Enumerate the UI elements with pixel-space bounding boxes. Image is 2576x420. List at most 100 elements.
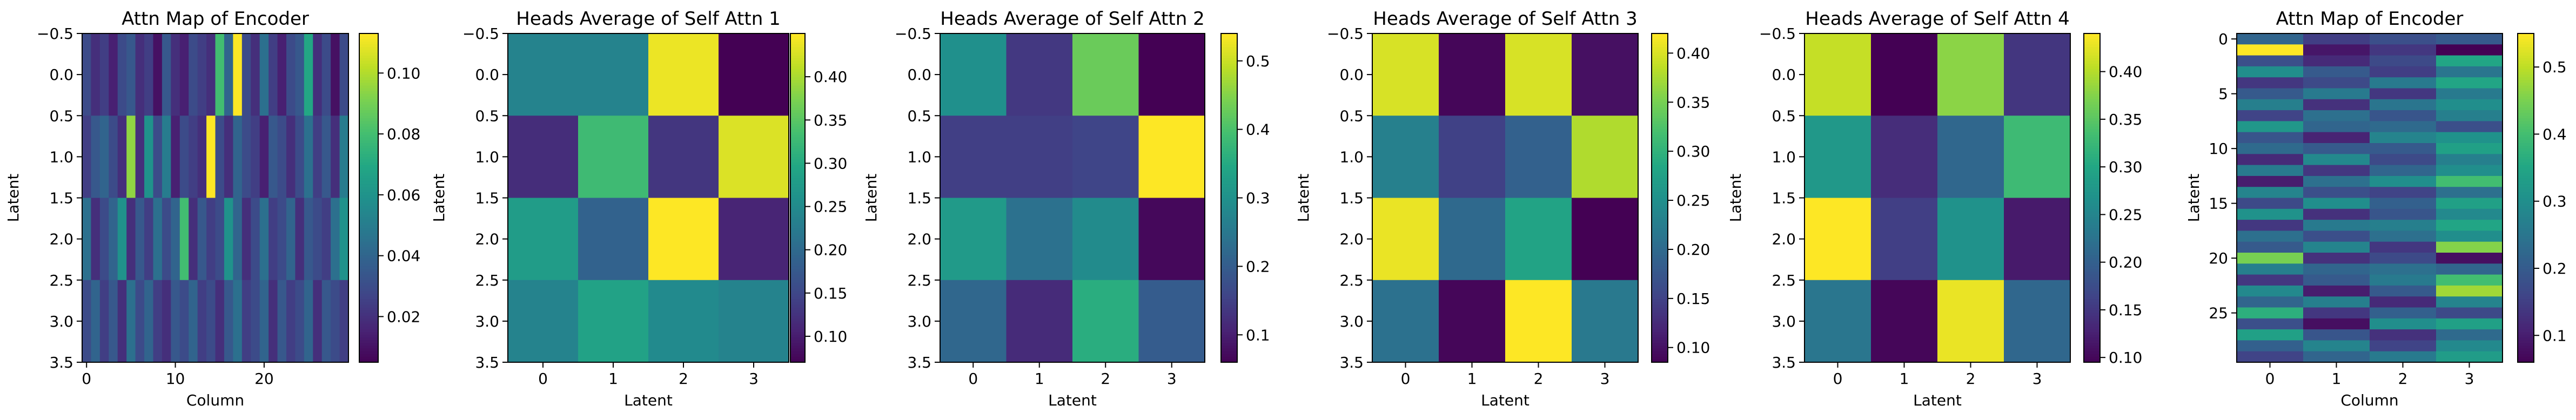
heatmap-cell [1505,33,1572,116]
heatmap-cell [313,280,323,363]
colorbar-segment [2518,266,2534,270]
colorbar-segment [1221,208,1237,212]
colorbar-segment [359,96,378,100]
colorbar-tick-label: 0.10 [387,64,420,82]
colorbar-segment [790,211,805,215]
colorbar-tick-label: 0.5 [1246,52,1270,70]
colorbar-segment [2084,327,2100,330]
colorbar-tick-label: 0.15 [1676,290,1710,308]
y-tick-label: 3.0 [1772,313,1796,330]
colorbar-segment [1652,310,1668,314]
colorbar-segment [790,351,805,355]
colorbar-segment [1652,137,1668,141]
heatmap-cell [1937,280,2004,363]
colorbar-segment [2084,116,2100,119]
colorbar-segment [1652,269,1668,273]
colorbar-segment [1221,296,1237,300]
heatmap-cell [578,280,649,363]
colorbar-segment [1221,222,1237,226]
colorbar-segment [2518,354,2534,357]
heatmap-cell [2436,55,2503,67]
colorbar-segment [2518,233,2534,237]
heatmap-cell [179,280,189,363]
heatmap-cell [2237,110,2304,121]
heatmap-cell [162,280,171,363]
colorbar-segment [1221,332,1237,336]
heatmap-cell [224,116,233,199]
colorbar-segment [2084,253,2100,256]
heatmap-cell [2237,165,2304,177]
heatmap-cell [339,280,349,363]
x-tick-label: 1 [2332,370,2342,388]
colorbar-segment [359,354,378,357]
colorbar-segment [359,116,378,119]
colorbar-segment [359,50,378,53]
colorbar-segment [1652,66,1668,70]
colorbar-segment [2084,60,2100,64]
y-tick-label: 10 [2209,140,2228,158]
y-tick-label: 0.5 [1772,107,1796,125]
colorbar-segment [359,91,378,94]
colorbar-segment [1652,249,1668,253]
colorbar-segment [2084,266,2100,270]
colorbar-segment [2518,134,2534,138]
colorbar-segment [790,337,805,341]
heatmap-cell [189,280,198,363]
colorbar-segment [2518,359,2534,363]
colorbar-segment [359,307,378,311]
heatmap-cell [940,33,1007,116]
colorbar-segment [2518,107,2534,111]
colorbar-segment [2518,343,2534,347]
heatmap-cell [197,116,207,199]
colorbar-segment [2084,337,2100,341]
heatmap-cell [2370,121,2437,133]
colorbar-segment [2084,261,2100,265]
colorbar-segment [2518,285,2534,289]
heatmap-cell [1072,280,1139,363]
colorbar-segment [359,217,378,220]
heatmap-cell [2370,88,2437,100]
colorbar-tick-label: 0.35 [1676,93,1710,111]
heatmap-cell [719,198,789,281]
heatmap-cell [2436,121,2503,133]
colorbar-segment [359,110,378,113]
heatmap-cell [2303,329,2370,341]
colorbar-segment [1652,225,1668,229]
colorbar-segment [359,93,378,97]
colorbar-segment [2518,313,2534,316]
colorbar-segment [790,356,805,360]
colorbar-segment [1652,327,1668,330]
heatmap-cell [2436,175,2503,187]
colorbar-segment [2084,88,2100,92]
colorbar-segment [1652,151,1668,155]
heatmap-cell [259,198,269,281]
colorbar-segment [1652,93,1668,97]
colorbar-segment [359,137,378,141]
colorbar-segment [1221,146,1237,149]
colorbar-segment [359,146,378,149]
heatmap-cell [313,33,323,116]
colorbar-segment [2084,167,2100,171]
heatmap-cell [1572,116,1639,199]
colorbar-segment [2518,159,2534,163]
colorbar-segment [2084,170,2100,174]
colorbar-segment [2084,269,2100,273]
heatmap-cell [269,198,278,281]
heatmap-cell [2436,187,2503,199]
heatmap-cell [2237,44,2304,56]
colorbar-segment [2518,269,2534,273]
colorbar-segment [2084,321,2100,324]
colorbar-segment [1652,272,1668,275]
heatmap-cell [189,198,198,281]
colorbar-segment [1652,55,1668,59]
y-tick-label: 3.5 [475,354,499,371]
colorbar-segment [1652,277,1668,281]
colorbar-segment [359,187,378,191]
colorbar-segment [1221,107,1237,111]
heatmap-cell [2303,154,2370,166]
colorbar-segment [1652,88,1668,92]
heatmap-cell [648,33,719,116]
colorbar-segment [2084,58,2100,62]
y-axis-label: Latent [1727,174,1745,222]
colorbar-segment [790,291,805,294]
